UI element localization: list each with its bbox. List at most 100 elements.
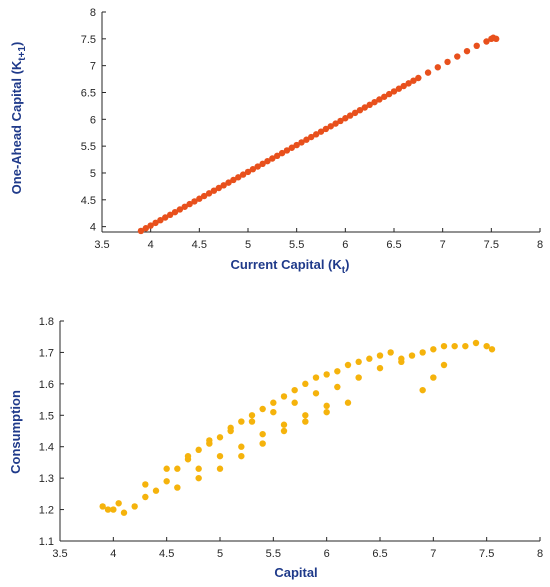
data-point — [248, 418, 256, 425]
data-point — [216, 452, 224, 460]
data-point — [176, 206, 184, 213]
data-point — [302, 418, 309, 425]
data-point — [312, 131, 320, 138]
data-point — [303, 136, 310, 143]
data-point — [174, 465, 181, 472]
data-point — [419, 349, 426, 356]
capital-transition-chart: 3.5 4 4.5 5 5.5 6 6.5 7 7.5 8 4 4.5 5 5.5 6 6.5 7 7.5 8 C… — [9, 7, 543, 276]
data-point — [463, 47, 471, 55]
data-point — [174, 484, 181, 491]
data-point — [259, 430, 266, 438]
y-tick-label: 5.5 — [81, 141, 96, 153]
data-point — [205, 190, 213, 197]
data-point — [376, 364, 384, 372]
data-point — [366, 355, 373, 362]
data-point — [308, 133, 315, 141]
data-point — [227, 427, 234, 435]
x-tick-label: 7.5 — [479, 548, 494, 560]
x-ticks: 3.5 4 4.5 5 5.5 6 6.5 7 7.5 8 — [94, 228, 543, 251]
data-point — [259, 160, 266, 168]
data-point — [291, 399, 298, 406]
data-points — [99, 339, 496, 516]
data-point — [104, 506, 112, 513]
data-point — [254, 163, 261, 170]
data-point — [278, 149, 286, 157]
x-tick-label: 7 — [440, 239, 446, 251]
data-point — [483, 38, 490, 45]
y-tick-label: 1.4 — [39, 442, 54, 454]
data-point — [248, 412, 256, 419]
data-point — [215, 184, 222, 192]
data-point — [317, 128, 325, 135]
x-tick-label: 6.5 — [372, 548, 387, 560]
data-point — [344, 361, 352, 369]
data-point — [216, 465, 224, 472]
data-point — [322, 125, 330, 133]
y-tick-label: 1.6 — [39, 379, 54, 391]
data-point — [186, 200, 193, 208]
data-point — [356, 106, 364, 114]
data-point — [288, 144, 295, 151]
data-point — [206, 440, 213, 447]
x-tick-label: 5.5 — [266, 548, 281, 560]
data-point — [444, 58, 451, 66]
data-point — [291, 386, 298, 394]
x-axis-title: Current Capital (Kt) — [231, 257, 350, 276]
data-point — [238, 443, 245, 450]
data-point — [152, 487, 160, 494]
data-point — [249, 166, 257, 173]
y-tick-label: 8 — [90, 7, 96, 19]
data-point — [184, 452, 192, 460]
data-point — [137, 227, 145, 235]
data-point — [269, 155, 276, 162]
data-point — [312, 374, 320, 381]
y-tick-label: 7 — [90, 61, 96, 73]
data-point — [400, 82, 407, 90]
data-point — [410, 77, 417, 84]
data-point — [171, 208, 179, 216]
data-point — [351, 109, 359, 117]
data-point — [355, 374, 362, 381]
x-tick-label: 3.5 — [52, 548, 67, 560]
data-point — [332, 120, 339, 127]
data-point — [210, 187, 218, 194]
y-axis-title: Consumption — [8, 390, 23, 474]
data-point — [244, 168, 252, 176]
y-tick-label: 6 — [90, 114, 96, 126]
y-tick-label: 5 — [90, 168, 96, 180]
y-tick-label: 6.5 — [81, 87, 96, 99]
data-point — [323, 408, 330, 416]
x-tick-label: 4 — [148, 239, 154, 251]
data-point — [110, 506, 117, 513]
data-point — [163, 478, 170, 485]
y-ticks: 4 4.5 5 5.5 6 6.5 7 7.5 8 — [81, 7, 106, 234]
data-point — [327, 123, 334, 130]
data-point — [274, 152, 281, 160]
data-point — [302, 412, 309, 419]
data-point — [216, 434, 224, 441]
data-point — [344, 399, 352, 406]
data-point — [115, 500, 122, 507]
y-tick-label: 4.5 — [81, 195, 96, 207]
data-point — [120, 509, 128, 516]
data-point — [195, 474, 202, 482]
data-point — [366, 101, 373, 109]
data-point — [270, 408, 277, 416]
data-point — [280, 393, 288, 400]
data-point — [440, 361, 448, 369]
data-point — [142, 225, 149, 232]
y-axis-title: One-Ahead Capital (Kt+1) — [9, 42, 28, 195]
y-tick-label: 1.5 — [39, 410, 54, 422]
x-tick-label: 5 — [217, 548, 223, 560]
data-point — [302, 380, 309, 388]
data-point — [488, 346, 496, 353]
data-point — [131, 503, 138, 510]
data-point — [395, 85, 403, 92]
data-point — [238, 452, 245, 460]
data-point — [454, 53, 461, 60]
data-point — [220, 182, 227, 189]
data-point — [323, 371, 330, 378]
data-point — [99, 503, 106, 510]
x-tick-label: 8 — [537, 239, 543, 251]
